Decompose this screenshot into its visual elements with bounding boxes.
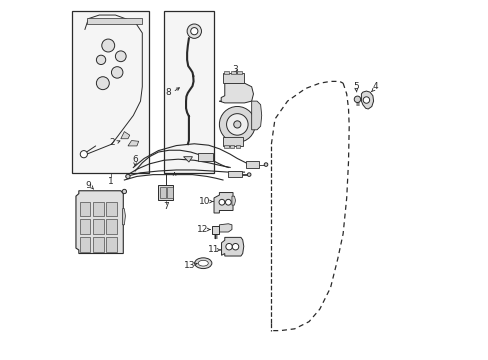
Bar (224, 71, 228, 74)
Polygon shape (219, 224, 231, 232)
Polygon shape (121, 132, 129, 139)
Circle shape (353, 96, 360, 103)
Polygon shape (251, 101, 261, 130)
Circle shape (247, 173, 250, 176)
Text: 9: 9 (85, 180, 91, 189)
Bar (93, 237, 103, 252)
Bar (230, 71, 235, 74)
Circle shape (111, 67, 122, 78)
Circle shape (225, 199, 231, 205)
Bar (198, 153, 212, 161)
Bar (223, 73, 244, 83)
Bar (237, 71, 242, 74)
Bar (93, 220, 103, 234)
Circle shape (125, 174, 130, 179)
Circle shape (225, 243, 232, 250)
Bar (235, 145, 240, 148)
Circle shape (264, 163, 267, 166)
Circle shape (219, 107, 255, 142)
Bar (86, 18, 142, 24)
Polygon shape (76, 191, 123, 253)
Circle shape (115, 51, 126, 62)
Bar (158, 185, 173, 200)
Circle shape (122, 189, 126, 194)
Bar (72, 12, 149, 173)
Text: 12: 12 (196, 225, 207, 234)
Polygon shape (128, 140, 139, 146)
Bar (246, 161, 258, 168)
Text: 7: 7 (163, 202, 168, 211)
Bar (228, 171, 242, 177)
Polygon shape (85, 15, 142, 155)
Ellipse shape (194, 258, 211, 269)
Bar (106, 202, 117, 216)
Bar (106, 220, 117, 234)
Polygon shape (122, 209, 125, 225)
Circle shape (96, 77, 109, 90)
Bar (167, 187, 172, 198)
Circle shape (96, 55, 105, 64)
Circle shape (190, 28, 198, 35)
Circle shape (80, 150, 87, 158)
Circle shape (363, 97, 369, 103)
Text: 6: 6 (132, 155, 138, 164)
Polygon shape (214, 193, 233, 213)
Bar (80, 237, 90, 252)
Bar (93, 202, 103, 216)
Circle shape (187, 24, 201, 39)
Bar (230, 145, 234, 148)
Polygon shape (231, 196, 235, 205)
Text: 4: 4 (372, 82, 377, 91)
Circle shape (219, 199, 224, 205)
Bar (223, 137, 242, 146)
Text: 13: 13 (183, 261, 195, 270)
Text: 1: 1 (108, 177, 114, 186)
Bar (163, 12, 214, 173)
Text: 11: 11 (207, 246, 219, 255)
Text: 5: 5 (353, 82, 359, 91)
Bar (80, 202, 90, 216)
Circle shape (232, 243, 238, 250)
Bar (211, 226, 219, 234)
Ellipse shape (198, 260, 208, 266)
Text: 8: 8 (165, 87, 171, 96)
Text: 3: 3 (232, 65, 238, 74)
Circle shape (226, 114, 247, 135)
Text: 2: 2 (109, 138, 114, 147)
Polygon shape (221, 237, 244, 256)
Circle shape (233, 121, 241, 128)
Polygon shape (183, 157, 192, 162)
Polygon shape (219, 83, 253, 103)
Polygon shape (361, 91, 373, 109)
Bar (106, 237, 117, 252)
Circle shape (102, 39, 115, 52)
Bar (160, 187, 165, 198)
Bar (224, 145, 228, 148)
Bar (80, 220, 90, 234)
Text: 10: 10 (198, 197, 210, 206)
